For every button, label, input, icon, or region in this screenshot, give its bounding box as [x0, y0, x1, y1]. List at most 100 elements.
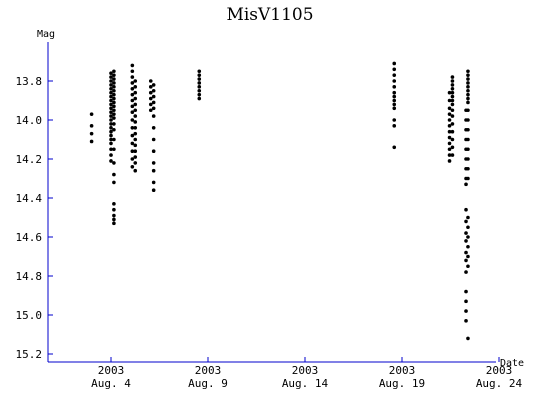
data-point	[89, 112, 94, 116]
data-point	[466, 85, 470, 89]
data-point	[109, 83, 113, 87]
data-point	[450, 114, 455, 118]
x-axis-label: Date	[500, 358, 524, 369]
data-point	[466, 225, 470, 230]
data-point	[450, 83, 455, 87]
data-point	[109, 129, 113, 134]
y-tick-label: 15.2	[16, 348, 43, 361]
data-point	[466, 118, 470, 122]
data-point	[392, 90, 397, 95]
data-point	[109, 147, 113, 152]
data-point	[151, 149, 156, 153]
data-point	[447, 159, 452, 163]
data-point	[151, 188, 156, 192]
data-point	[151, 106, 156, 111]
data-point	[392, 106, 397, 111]
data-point	[112, 122, 116, 126]
data-point	[109, 90, 113, 95]
data-point	[464, 319, 468, 323]
data-point	[109, 75, 113, 79]
data-point	[112, 180, 116, 185]
data-point	[151, 94, 156, 99]
data-point	[133, 137, 138, 142]
data-point	[464, 207, 468, 212]
data-point	[450, 108, 455, 113]
data-point	[130, 87, 135, 91]
y-tick-label: 14.4	[16, 192, 43, 205]
data-point	[466, 88, 470, 93]
data-point	[197, 85, 202, 89]
data-point	[450, 90, 455, 95]
y-tick-label: 14.6	[16, 231, 43, 244]
data-point	[447, 124, 452, 128]
data-point	[197, 73, 202, 77]
data-point	[466, 69, 470, 74]
data-point	[447, 141, 452, 146]
data-point	[133, 114, 138, 118]
data-point	[89, 139, 94, 144]
data-point	[466, 336, 470, 341]
data-point	[392, 124, 397, 128]
data-point	[112, 69, 116, 74]
data-point	[133, 102, 138, 107]
data-point	[450, 94, 455, 99]
x-tick-date: Aug. 19	[379, 377, 425, 390]
data-point	[450, 145, 455, 150]
data-point	[466, 215, 470, 220]
x-tick-year: 2003	[195, 364, 222, 377]
data-point	[133, 85, 138, 89]
data-point	[130, 157, 135, 161]
data-point	[109, 137, 113, 142]
data-point	[112, 221, 116, 226]
data-point	[130, 75, 135, 79]
data-point	[112, 116, 116, 120]
data-point	[109, 106, 113, 111]
data-point	[151, 88, 156, 93]
data-point	[464, 231, 468, 235]
data-point	[109, 122, 113, 126]
data-point	[197, 81, 202, 85]
data-point	[466, 176, 470, 181]
data-point	[112, 104, 116, 109]
y-axis-label: Mag	[37, 29, 55, 40]
data-point	[197, 96, 202, 101]
data-point	[109, 153, 113, 157]
data-point	[109, 94, 113, 99]
data-point	[466, 254, 470, 259]
y-tick-label: 14.0	[16, 114, 43, 127]
data-point	[133, 90, 138, 95]
data-point	[109, 141, 113, 146]
data-point	[464, 299, 468, 304]
data-point	[130, 63, 135, 68]
data-point	[464, 309, 468, 313]
data-point	[109, 159, 113, 163]
data-point	[130, 118, 135, 122]
data-point	[392, 67, 397, 72]
data-point	[112, 112, 116, 116]
data-point	[130, 69, 135, 74]
data-point	[447, 118, 452, 122]
data-point	[148, 96, 153, 101]
data-point	[151, 83, 156, 87]
data-point	[447, 98, 452, 103]
data-point	[112, 108, 116, 113]
data-point	[197, 92, 202, 97]
data-point	[133, 108, 138, 113]
data-point	[109, 79, 113, 83]
data-point	[466, 166, 470, 171]
data-point	[466, 235, 470, 239]
data-point	[447, 147, 452, 152]
y-tick-label: 14.2	[16, 153, 43, 166]
data-point	[466, 92, 470, 97]
data-point	[130, 133, 135, 138]
data-point	[133, 120, 138, 124]
data-point	[450, 137, 455, 142]
data-point	[464, 250, 468, 255]
data-point	[130, 141, 135, 146]
data-point	[447, 129, 452, 134]
data-point	[133, 149, 138, 153]
data-point	[133, 96, 138, 101]
data-point	[109, 98, 113, 103]
data-point	[130, 126, 135, 130]
x-tick-year: 2003	[292, 364, 319, 377]
